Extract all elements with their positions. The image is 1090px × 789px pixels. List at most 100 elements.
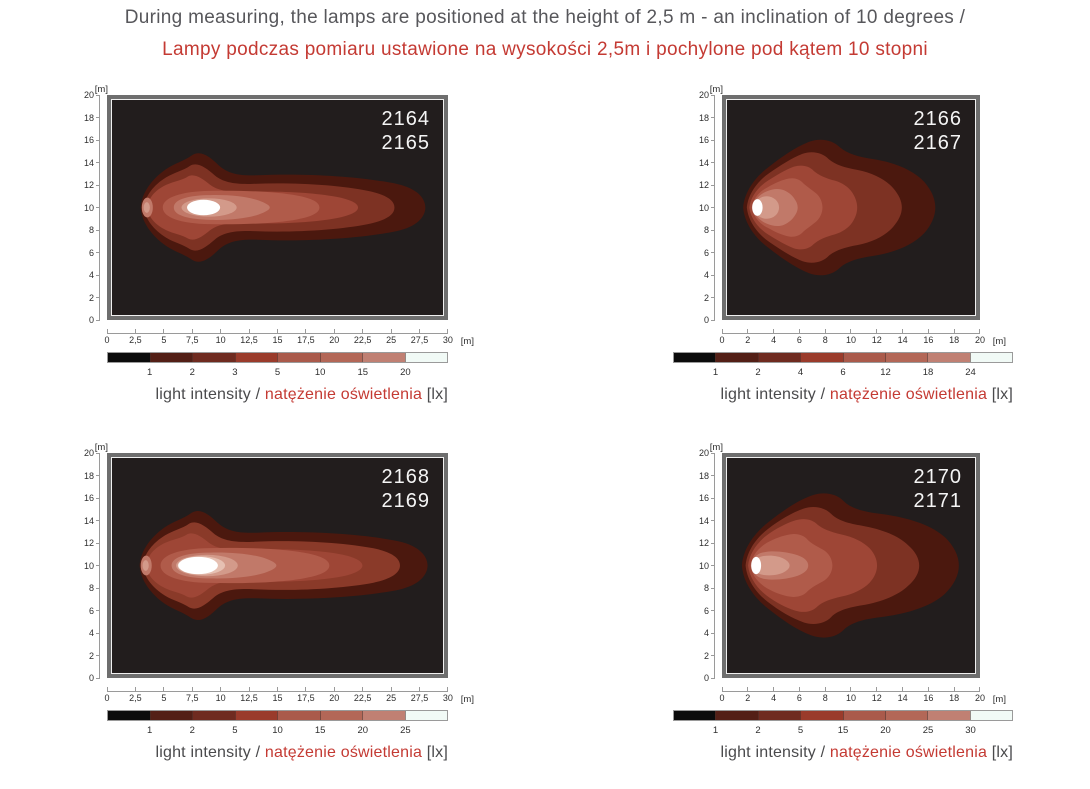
y-tick-mark — [96, 452, 100, 454]
y-tick-mark — [96, 587, 100, 589]
colorbar-boundary: 1 — [107, 367, 152, 379]
page-title-pl: Lampy podczas pomiaru ustawione na wysok… — [162, 39, 928, 60]
x-tick-mark — [927, 687, 929, 691]
caption-en: light intensity — [720, 386, 816, 403]
x-tick-label: 10 — [845, 335, 856, 345]
colorbar-labels: 1 2 3 5 10 15 20 — [107, 367, 448, 379]
y-tick-mark — [711, 632, 715, 634]
colorbar-boundary: 15 — [278, 725, 326, 737]
caption-en: light intensity — [155, 744, 251, 761]
colorbar-boundary: 18 — [886, 367, 934, 379]
y-tick-label: 2 — [703, 650, 709, 661]
hotspot-peak — [178, 556, 218, 575]
x-tick-label: 7,5 — [185, 693, 199, 703]
x-tick-mark — [163, 329, 165, 333]
caption-pl: natężenie oświetlenia — [264, 744, 423, 761]
lamp-id: 2170 — [913, 466, 962, 488]
contour-band-25lx — [752, 555, 790, 576]
isolux-panel-2166-2167: [m] 20 18 16 14 12 10 8 6 4 2 0 2166 — [672, 84, 1074, 416]
colorbar-labels: 1 2 4 6 12 18 24 — [673, 367, 1013, 379]
x-tick-label: 14 — [897, 693, 908, 703]
isolux-contour-svg — [112, 458, 443, 673]
x-tick-mark — [248, 329, 250, 333]
colorbar-segment — [192, 711, 235, 720]
y-tick-label: 20 — [83, 90, 94, 100]
colorbar-segment — [362, 711, 405, 720]
colorbar-segment — [800, 711, 843, 720]
y-tick-mark — [711, 162, 715, 163]
colorbar-boundary: 3 — [192, 367, 237, 379]
caption-separator: / — [250, 744, 265, 761]
x-tick-label: 4 — [771, 335, 777, 345]
colorbar-label: 2 — [189, 367, 195, 378]
colorbar-segment — [842, 353, 885, 362]
y-axis-unit: [m] — [709, 84, 723, 95]
y-tick-mark — [96, 184, 100, 186]
x-tick-mark — [106, 329, 108, 333]
y-axis-line — [714, 95, 715, 320]
x-tick-mark — [447, 687, 449, 691]
caption-pl: natężenie oświetlenia — [829, 386, 988, 403]
x-tick-mark — [418, 687, 420, 691]
x-tick-label: 8 — [822, 335, 828, 345]
colorbar-boundary: 2 — [716, 367, 760, 379]
x-tick-mark — [333, 329, 335, 333]
plot-frame: 2170 2171 — [722, 453, 980, 678]
x-tick-label: 12 — [871, 693, 882, 703]
colorbar-segment — [715, 353, 758, 362]
colorbar-boundary: 6 — [801, 367, 845, 379]
colorbar-label: 4 — [797, 367, 804, 378]
y-tick-mark — [711, 252, 715, 253]
x-tick-mark — [773, 329, 775, 333]
x-tick-label: 22,5 — [353, 693, 372, 703]
x-tick-mark — [721, 329, 723, 333]
hotspot-side-lobe-inner — [143, 202, 150, 213]
colorbar-segment — [149, 353, 192, 362]
colorbar-label: 12 — [880, 367, 891, 378]
x-tick-mark — [927, 329, 929, 333]
lamp-id-labels: 2164 2165 — [382, 107, 431, 156]
colorbar-segment — [319, 353, 362, 362]
colorbar-segment — [108, 353, 150, 362]
y-axis: [m] 20 18 16 14 12 10 8 6 4 2 0 — [62, 442, 108, 683]
x-tick-label: 2,5 — [129, 693, 142, 703]
caption-separator: / — [250, 386, 265, 403]
y-tick-mark — [711, 542, 715, 544]
x-tick-mark — [418, 329, 420, 333]
y-tick-label: 6 — [703, 605, 709, 616]
x-axis-unit: [m] — [460, 336, 474, 347]
colorbar-boundary: 20 — [363, 367, 411, 379]
x-tick-label: 12,5 — [240, 335, 258, 345]
colorbar-label: 1 — [712, 725, 719, 736]
isolux-panel-2168-2169: [m] 20 18 16 14 12 10 8 6 4 2 0 — [62, 442, 474, 774]
isolux-panel-2170-2171: [m] 20 18 16 14 12 10 8 6 4 2 0 2170 — [672, 442, 1074, 774]
colorbar-segment — [234, 711, 277, 720]
colorbar-segment — [108, 711, 150, 720]
x-tick-label: 17,5 — [297, 693, 315, 703]
x-tick-label: 30 — [442, 693, 453, 703]
caption-unit: [lx] — [422, 386, 448, 403]
caption-separator: / — [815, 744, 830, 761]
x-axis: 0 2,5 5 7,5 10 12,5 15 17,5 20 22,5 25 27,5 30 [m] — [105, 687, 474, 709]
caption-unit: [lx] — [422, 744, 448, 761]
colorbar-segment — [757, 353, 801, 362]
x-tick-mark — [876, 687, 878, 691]
y-tick-mark — [96, 677, 100, 679]
x-tick-mark — [276, 687, 278, 691]
y-axis-line — [714, 453, 715, 678]
y-tick-mark — [96, 252, 100, 253]
colorbar-segment — [969, 711, 1012, 720]
y-tick-label: 8 — [88, 583, 94, 593]
y-tick-mark — [96, 497, 100, 499]
hotspot-peak — [751, 556, 762, 575]
colorbar-label: 5 — [274, 367, 281, 378]
y-tick-label: 20 — [698, 448, 709, 458]
x-tick-label: 10 — [215, 693, 226, 703]
x-axis-ticks: 0 2 4 6 8 10 12 14 16 18 20 — [720, 687, 985, 703]
x-axis-unit: [m] — [992, 694, 1006, 705]
y-axis-ticks: 20 18 16 14 12 10 8 6 4 2 0 — [672, 448, 715, 683]
colorbar — [107, 710, 448, 721]
colorbar-label: 18 — [922, 367, 934, 378]
x-tick-label: 18 — [949, 335, 960, 345]
x-tick-mark — [902, 329, 904, 333]
